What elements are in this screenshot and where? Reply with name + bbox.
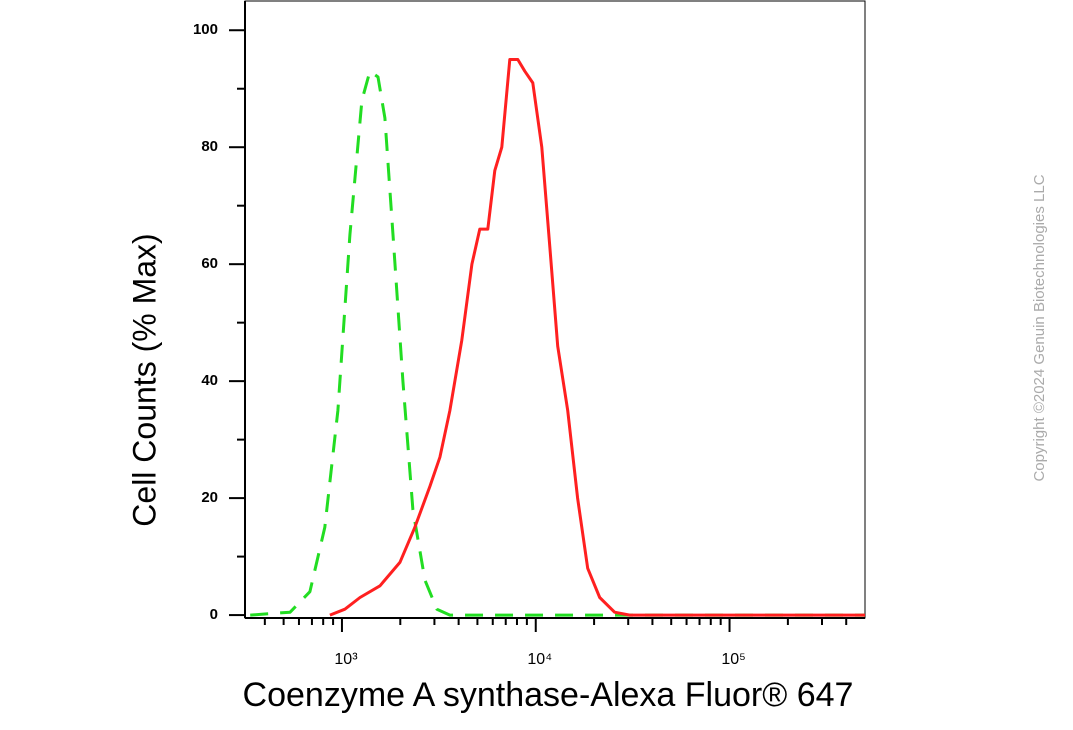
x-tick-label: 10⁴ — [527, 651, 552, 668]
y-tick-label: 60 — [201, 255, 218, 272]
x-tick-label: 10⁵ — [721, 651, 745, 668]
y-tick-label: 20 — [201, 489, 218, 506]
series-line — [329, 58, 865, 617]
copyright: Copyright ©2024 Genuin Biotechnologies L… — [1031, 174, 1048, 481]
y-tick-label: 0 — [210, 606, 218, 623]
y-axis-label: Cell Counts (% Max) — [126, 233, 162, 526]
y-tick-label: 100 — [193, 21, 218, 38]
x-axis-label: Coenzyme A synthase-Alexa Fluor® 647 — [243, 676, 854, 714]
y-tick-label: 40 — [201, 372, 218, 389]
series-line — [250, 69, 865, 617]
y-tick-label: 80 — [201, 138, 218, 155]
x-tick-label: 10³ — [334, 651, 358, 668]
